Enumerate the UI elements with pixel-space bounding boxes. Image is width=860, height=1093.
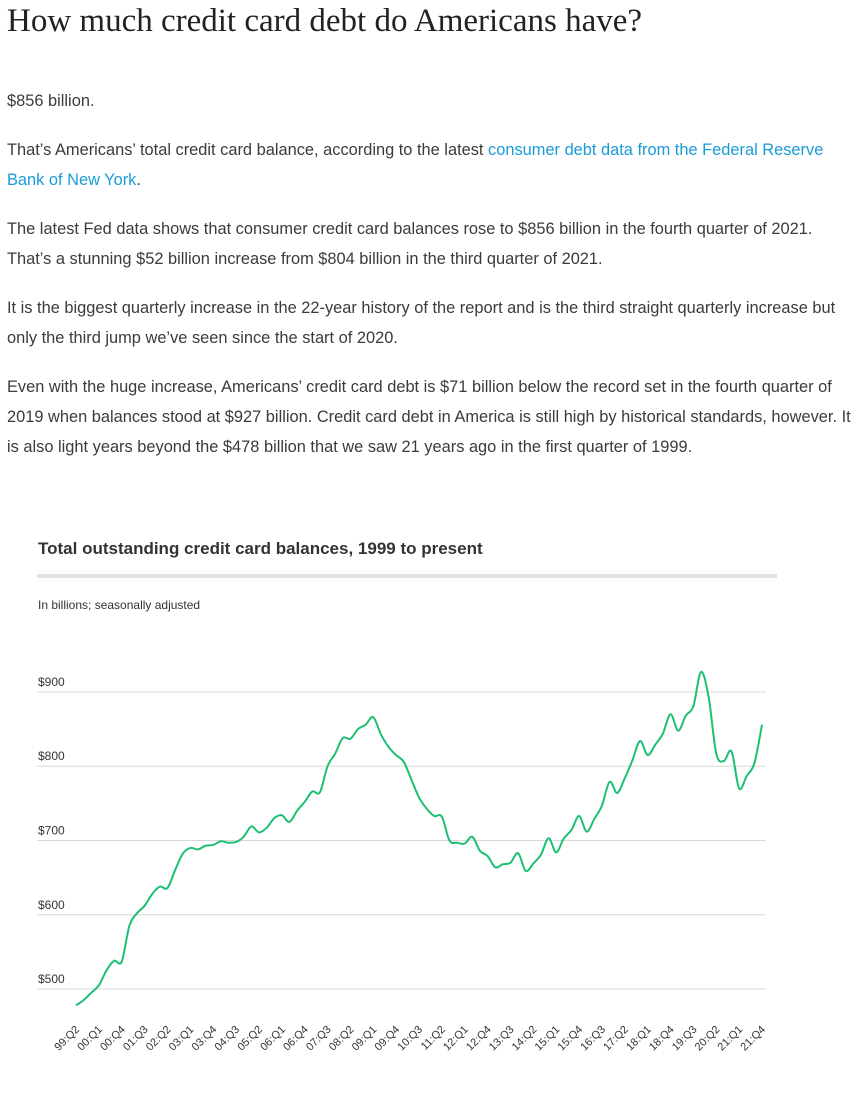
x-tick-label: 15:Q1: [533, 1024, 563, 1054]
paragraph: Even with the huge increase, Americans’ …: [7, 378, 851, 456]
y-tick-label: $900: [38, 675, 65, 689]
x-tick-label: 10:Q3: [395, 1024, 425, 1054]
x-tick-label: 21:Q4: [738, 1024, 768, 1054]
chart-title: Total outstanding credit card balances, …: [38, 539, 483, 558]
paragraph: $856 billion.: [7, 92, 95, 110]
page-title: How much credit card debt do Americans h…: [7, 3, 643, 39]
x-tick-label: 00:Q1: [75, 1024, 105, 1054]
chart-subtitle: In billions; seasonally adjusted: [38, 598, 200, 612]
x-tick-label: 19:Q3: [670, 1024, 700, 1054]
chart: Total outstanding credit card balances, …: [37, 539, 777, 1054]
x-tick-label: 20:Q2: [693, 1024, 723, 1054]
y-tick-label: $800: [38, 749, 65, 763]
x-tick-label: 06:Q1: [258, 1024, 288, 1054]
x-tick-label: 14:Q2: [510, 1024, 540, 1054]
x-tick-label: 17:Q2: [601, 1024, 631, 1054]
x-tick-label: 16:Q3: [578, 1024, 608, 1054]
y-tick-label: $700: [38, 824, 65, 838]
x-tick-label: 18:Q1: [624, 1024, 654, 1054]
text: That’s Americans’ total credit card bala…: [7, 141, 489, 159]
x-tick-label: 99:Q2: [52, 1024, 82, 1054]
x-tick-label: 12:Q1: [441, 1024, 471, 1054]
x-tick-label: 03:Q4: [190, 1024, 220, 1054]
x-tick-label: 09:Q4: [373, 1024, 403, 1054]
x-tick-label: 07:Q3: [304, 1024, 334, 1054]
y-tick-label: $500: [38, 972, 65, 986]
x-tick-label: 15:Q4: [556, 1024, 586, 1054]
x-tick-label: 04:Q3: [213, 1024, 243, 1054]
title-rule: [37, 574, 777, 578]
x-tick-label: 09:Q1: [350, 1024, 380, 1054]
paragraph: It is the biggest quarterly increase in …: [7, 299, 836, 347]
x-tick-label: 21:Q1: [716, 1024, 746, 1054]
text: .: [136, 171, 141, 189]
x-tick-label: 18:Q4: [647, 1024, 677, 1054]
x-tick-label: 13:Q3: [487, 1024, 517, 1054]
paragraph: The latest Fed data shows that consumer …: [7, 220, 813, 268]
data-line: [75, 670, 763, 1007]
source-link[interactable]: consumer debt data from the Federal Rese…: [7, 141, 824, 189]
y-tick-label: $600: [38, 898, 65, 912]
paragraph: That’s Americans’ total credit card bala…: [7, 135, 853, 195]
x-tick-label: 05:Q2: [235, 1024, 265, 1054]
x-tick-label: 03:Q1: [167, 1024, 197, 1054]
x-tick-label: 00:Q4: [98, 1024, 128, 1054]
x-tick-label: 12:Q4: [464, 1024, 494, 1054]
x-tick-label: 02:Q2: [144, 1024, 174, 1054]
x-tick-label: 08:Q2: [327, 1024, 357, 1054]
x-tick-label: 01:Q3: [121, 1024, 151, 1054]
article: $856 billion. That’s Americans’ total cr…: [7, 86, 853, 481]
x-tick-label: 06:Q4: [281, 1024, 311, 1054]
